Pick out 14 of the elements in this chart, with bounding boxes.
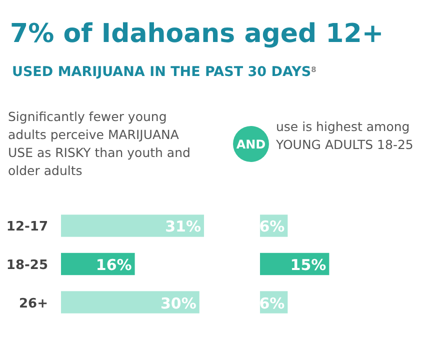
y-tick-label: 12-17 (6, 220, 48, 235)
text: 7% of Idahoans aged 12+ (10, 19, 384, 49)
data-label: 6% (259, 294, 285, 312)
y-tick-label: 18-25 (6, 258, 48, 273)
data-label: 31% (165, 218, 201, 236)
y-tick-label: 26+ (19, 296, 48, 312)
chart-title: Significantly fewer young adults perceive MARIJUANA USE as RISKY than youth and older adults (8, 109, 190, 178)
chart-title: use is highest among YOUNG ADULTS 18-25 (275, 119, 414, 152)
data-label: 15% (290, 256, 326, 274)
text: USED MARIJUANA IN THE PAST 30 DAYS$^{8}$ (12, 64, 316, 80)
data-label: 16% (96, 256, 132, 274)
text: AND (236, 138, 266, 152)
data-label: 30% (160, 294, 196, 312)
data-label: 6% (259, 218, 285, 236)
